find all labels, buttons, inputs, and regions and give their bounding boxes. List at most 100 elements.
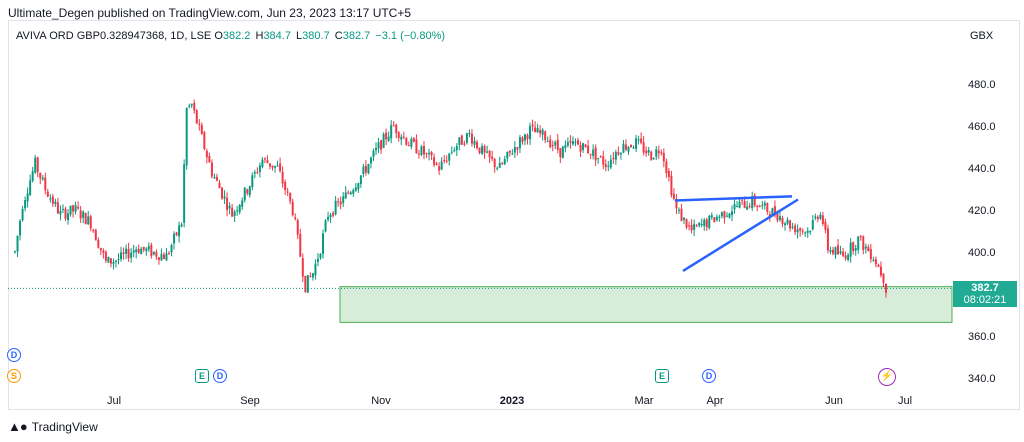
y-tick-label: 420.0: [968, 205, 996, 217]
candle-body: [82, 211, 85, 218]
candle-body: [463, 143, 466, 145]
candle-body: [824, 221, 827, 230]
candle-body: [286, 191, 289, 193]
candle-body: [294, 217, 297, 220]
candle-body: [498, 162, 501, 168]
candle-body: [339, 201, 342, 205]
candle-body: [102, 250, 105, 253]
candle-body: [79, 210, 82, 219]
candle-body: [486, 151, 489, 153]
candle-body: [72, 205, 75, 212]
candle-body: [806, 230, 809, 233]
candle-body: [541, 129, 544, 135]
candle-body: [662, 152, 665, 162]
candle-body: [556, 139, 559, 150]
candle-body: [198, 123, 201, 125]
candle-body: [415, 139, 418, 154]
candle-body: [882, 273, 885, 283]
candle-body: [243, 187, 246, 201]
candle-body: [546, 140, 549, 143]
candle-body: [263, 158, 266, 160]
candle-body: [385, 132, 388, 140]
candle-body: [69, 205, 72, 215]
candle-body: [342, 196, 345, 204]
candle-body: [299, 234, 302, 257]
candle-body: [137, 248, 140, 253]
candle-body: [523, 134, 526, 141]
candle-body: [700, 224, 703, 226]
candle-body: [208, 155, 211, 163]
candle-body: [382, 133, 385, 148]
candle-body: [279, 163, 282, 172]
candle-body: [837, 245, 840, 255]
candle-body: [564, 144, 567, 148]
candle-body: [885, 283, 887, 293]
candle-body: [849, 242, 852, 257]
candle-body: [453, 150, 456, 152]
candle-body: [496, 167, 499, 169]
candle-body: [125, 248, 128, 254]
dividend-icon[interactable]: D: [702, 369, 716, 383]
candle-body: [173, 233, 176, 244]
candle-body: [296, 220, 299, 235]
candle-body: [602, 156, 605, 165]
candle-body: [309, 276, 312, 278]
candle-body: [874, 259, 877, 265]
candle-body: [816, 216, 819, 219]
candle-body: [811, 220, 814, 230]
candle-body: [652, 157, 655, 159]
candle-body: [322, 233, 325, 254]
resistance-trendline[interactable]: [674, 195, 793, 202]
candle-body: [46, 191, 49, 197]
candle-body: [738, 201, 741, 208]
candle-body: [584, 144, 587, 148]
candle-body: [56, 202, 59, 214]
dividend-icon[interactable]: D: [7, 348, 21, 362]
y-tick-label: 460.0: [968, 121, 996, 133]
candle-body: [698, 222, 701, 226]
candle-body: [645, 150, 648, 154]
candle-body: [710, 215, 713, 218]
candle-body: [751, 196, 754, 209]
y-tick-label: 400.0: [968, 247, 996, 259]
candle-body: [589, 153, 592, 155]
support-zone[interactable]: [339, 286, 953, 323]
high-value: 384.7: [263, 30, 291, 42]
candle-body: [306, 275, 309, 293]
candle-body: [127, 248, 130, 259]
candle-body: [773, 206, 776, 216]
candle-body: [407, 145, 410, 147]
candle-body: [215, 176, 218, 181]
candle-body: [844, 255, 847, 259]
x-tick-label: 2023: [500, 395, 524, 407]
split-icon[interactable]: S: [7, 369, 21, 383]
candle-body: [99, 247, 102, 251]
candle-body: [455, 146, 458, 151]
candle-body: [554, 141, 557, 146]
flash-icon[interactable]: ⚡: [878, 368, 896, 386]
candle-body: [768, 213, 771, 217]
candle-body: [518, 137, 521, 149]
candle-body: [289, 192, 292, 202]
candle-body: [430, 152, 433, 156]
dividend-icon[interactable]: D: [213, 369, 227, 383]
support-trendline[interactable]: [682, 198, 799, 272]
candle-body: [458, 137, 461, 146]
candle-body: [412, 138, 415, 142]
change-value: −3.1 (−0.80%): [375, 30, 446, 42]
candle-body: [21, 209, 24, 221]
candle-body: [753, 195, 756, 206]
candle-body: [508, 150, 511, 153]
candle-body: [852, 242, 855, 251]
candle-body: [460, 135, 463, 145]
earnings-icon[interactable]: E: [195, 369, 209, 383]
earnings-icon[interactable]: E: [655, 369, 669, 383]
candle-body: [758, 206, 761, 208]
chart-frame[interactable]: [8, 20, 1020, 410]
candle-body: [743, 201, 746, 208]
candle-body: [246, 189, 249, 194]
candle-body: [354, 187, 357, 191]
open-value: 382.2: [222, 30, 251, 42]
candle-body: [59, 210, 62, 215]
